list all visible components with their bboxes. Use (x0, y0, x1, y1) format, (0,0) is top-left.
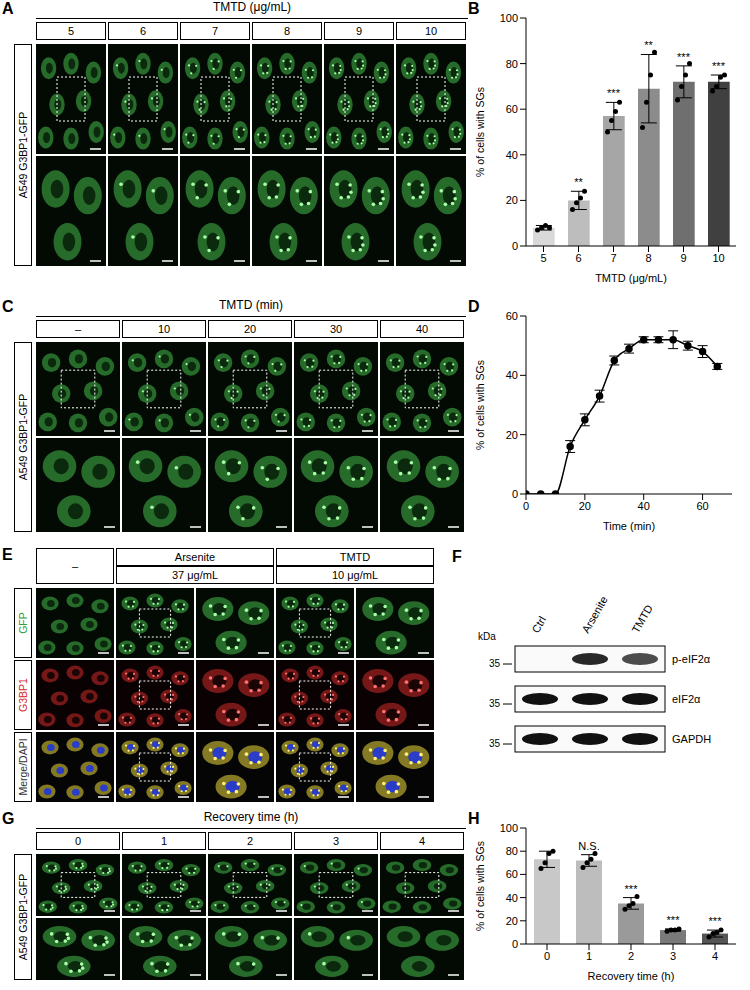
html-text:H: H (468, 810, 480, 827)
svg-text:F: F (452, 548, 462, 565)
svg-text:9: 9 (680, 252, 686, 264)
html-text:A: A (2, 0, 14, 17)
html-text:TMTD (μg/mL): TMTD (μg/mL) (212, 0, 292, 14)
svg-text:0: 0 (512, 938, 518, 950)
svg-text:8: 8 (645, 252, 651, 264)
svg-text:GAPDH: GAPDH (672, 733, 711, 745)
html-text:30: 30 (329, 323, 343, 335)
svg-text:p-eIF2α: p-eIF2α (672, 653, 711, 665)
svg-text:80: 80 (506, 58, 518, 70)
svg-text:2: 2 (628, 950, 634, 962)
svg-text:4: 4 (712, 950, 718, 962)
svg-text:20: 20 (506, 429, 518, 441)
svg-text:***: *** (667, 914, 681, 926)
html-text:0: 0 (74, 835, 82, 847)
html-text:4: 4 (418, 835, 426, 847)
svg-text:Recovery time (h): Recovery time (h) (588, 970, 675, 982)
svg-text:0: 0 (544, 950, 550, 962)
html-text:5: 5 (67, 25, 75, 37)
svg-text:5: 5 (540, 252, 546, 264)
html-text:37 μg/mL: 37 μg/mL (172, 569, 218, 581)
svg-text:20: 20 (506, 915, 518, 927)
html-text:D: D (468, 298, 480, 315)
html-text:E: E (2, 546, 13, 563)
svg-text:Ctrl: Ctrl (529, 614, 548, 635)
svg-text:40: 40 (506, 149, 518, 161)
svg-text:1: 1 (586, 950, 592, 962)
svg-text:60: 60 (506, 103, 518, 115)
html-text:B: B (468, 0, 480, 17)
svg-text:100: 100 (500, 822, 518, 834)
svg-text:35: 35 (489, 658, 501, 669)
svg-text:% of cells with SGs: % of cells with SGs (474, 87, 486, 177)
svg-text:Arsenite: Arsenite (579, 594, 610, 635)
html-text:10: 10 (424, 25, 438, 37)
svg-text:Merge/DAPI: Merge/DAPI (17, 738, 29, 795)
svg-text:40: 40 (506, 369, 518, 381)
svg-text:7: 7 (610, 252, 616, 264)
svg-text:3: 3 (670, 950, 676, 962)
svg-text:GFP: GFP (17, 612, 29, 634)
svg-text:80: 80 (506, 845, 518, 857)
svg-text:10: 10 (712, 252, 724, 264)
svg-text:N.S.: N.S. (578, 840, 599, 852)
svg-text:20: 20 (506, 194, 518, 206)
svg-text:60: 60 (506, 868, 518, 880)
svg-text:***: *** (625, 883, 639, 895)
svg-text:kDa: kDa (478, 631, 496, 642)
svg-text:TMTD (μg/mL): TMTD (μg/mL) (595, 272, 667, 284)
svg-text:A549 G3BP1-GFP: A549 G3BP1-GFP (17, 394, 29, 480)
svg-text:***: *** (607, 87, 621, 99)
html-text:3: 3 (332, 835, 340, 847)
html-text:7: 7 (211, 25, 219, 37)
html-text:2: 2 (246, 835, 254, 847)
svg-text:6: 6 (575, 252, 581, 264)
svg-text:% of cells with SGs: % of cells with SGs (474, 841, 486, 931)
html-text:TMTD (min): TMTD (min) (219, 298, 283, 312)
svg-text:**: ** (644, 39, 653, 51)
svg-text:0: 0 (512, 488, 518, 500)
html-text:20: 20 (243, 323, 257, 335)
html-text:C: C (2, 298, 14, 315)
svg-text:% of cells with SGs: % of cells with SGs (474, 360, 486, 450)
html-text:10: 10 (157, 323, 171, 335)
svg-text:0: 0 (523, 500, 529, 512)
svg-text:eIF2α: eIF2α (672, 693, 701, 705)
svg-text:**: ** (574, 176, 583, 188)
html-text:6: 6 (139, 25, 147, 37)
svg-text:TMTD: TMTD (629, 602, 655, 635)
svg-text:20: 20 (579, 500, 591, 512)
svg-text:***: *** (712, 60, 726, 72)
svg-text:60: 60 (696, 500, 708, 512)
svg-text:Time (min): Time (min) (603, 520, 655, 532)
html-text:40: 40 (415, 323, 429, 335)
svg-text:35: 35 (489, 698, 501, 709)
svg-text:40: 40 (638, 500, 650, 512)
html-text:Recovery time (h): Recovery time (h) (203, 810, 299, 824)
html-text:9: 9 (355, 25, 363, 37)
svg-text:0: 0 (512, 240, 518, 252)
html-text:10 μg/mL: 10 μg/mL (332, 569, 378, 581)
svg-text:100: 100 (500, 12, 518, 24)
html-text:G: G (2, 810, 15, 827)
html-text:TMTD: TMTD (339, 551, 371, 563)
svg-text:***: *** (709, 915, 723, 927)
html-text:1: 1 (160, 835, 168, 847)
svg-text:A549 G3BP1-GFP: A549 G3BP1-GFP (17, 112, 29, 198)
svg-text:G3BP1: G3BP1 (17, 678, 29, 712)
svg-text:***: *** (677, 51, 691, 63)
html-text:Arsenite: Arsenite (174, 551, 216, 563)
svg-text:40: 40 (506, 892, 518, 904)
svg-text:A549 G3BP1-GFP: A549 G3BP1-GFP (17, 874, 29, 960)
html-text:8: 8 (283, 25, 291, 37)
svg-text:35: 35 (489, 738, 501, 749)
svg-text:60: 60 (506, 310, 518, 322)
